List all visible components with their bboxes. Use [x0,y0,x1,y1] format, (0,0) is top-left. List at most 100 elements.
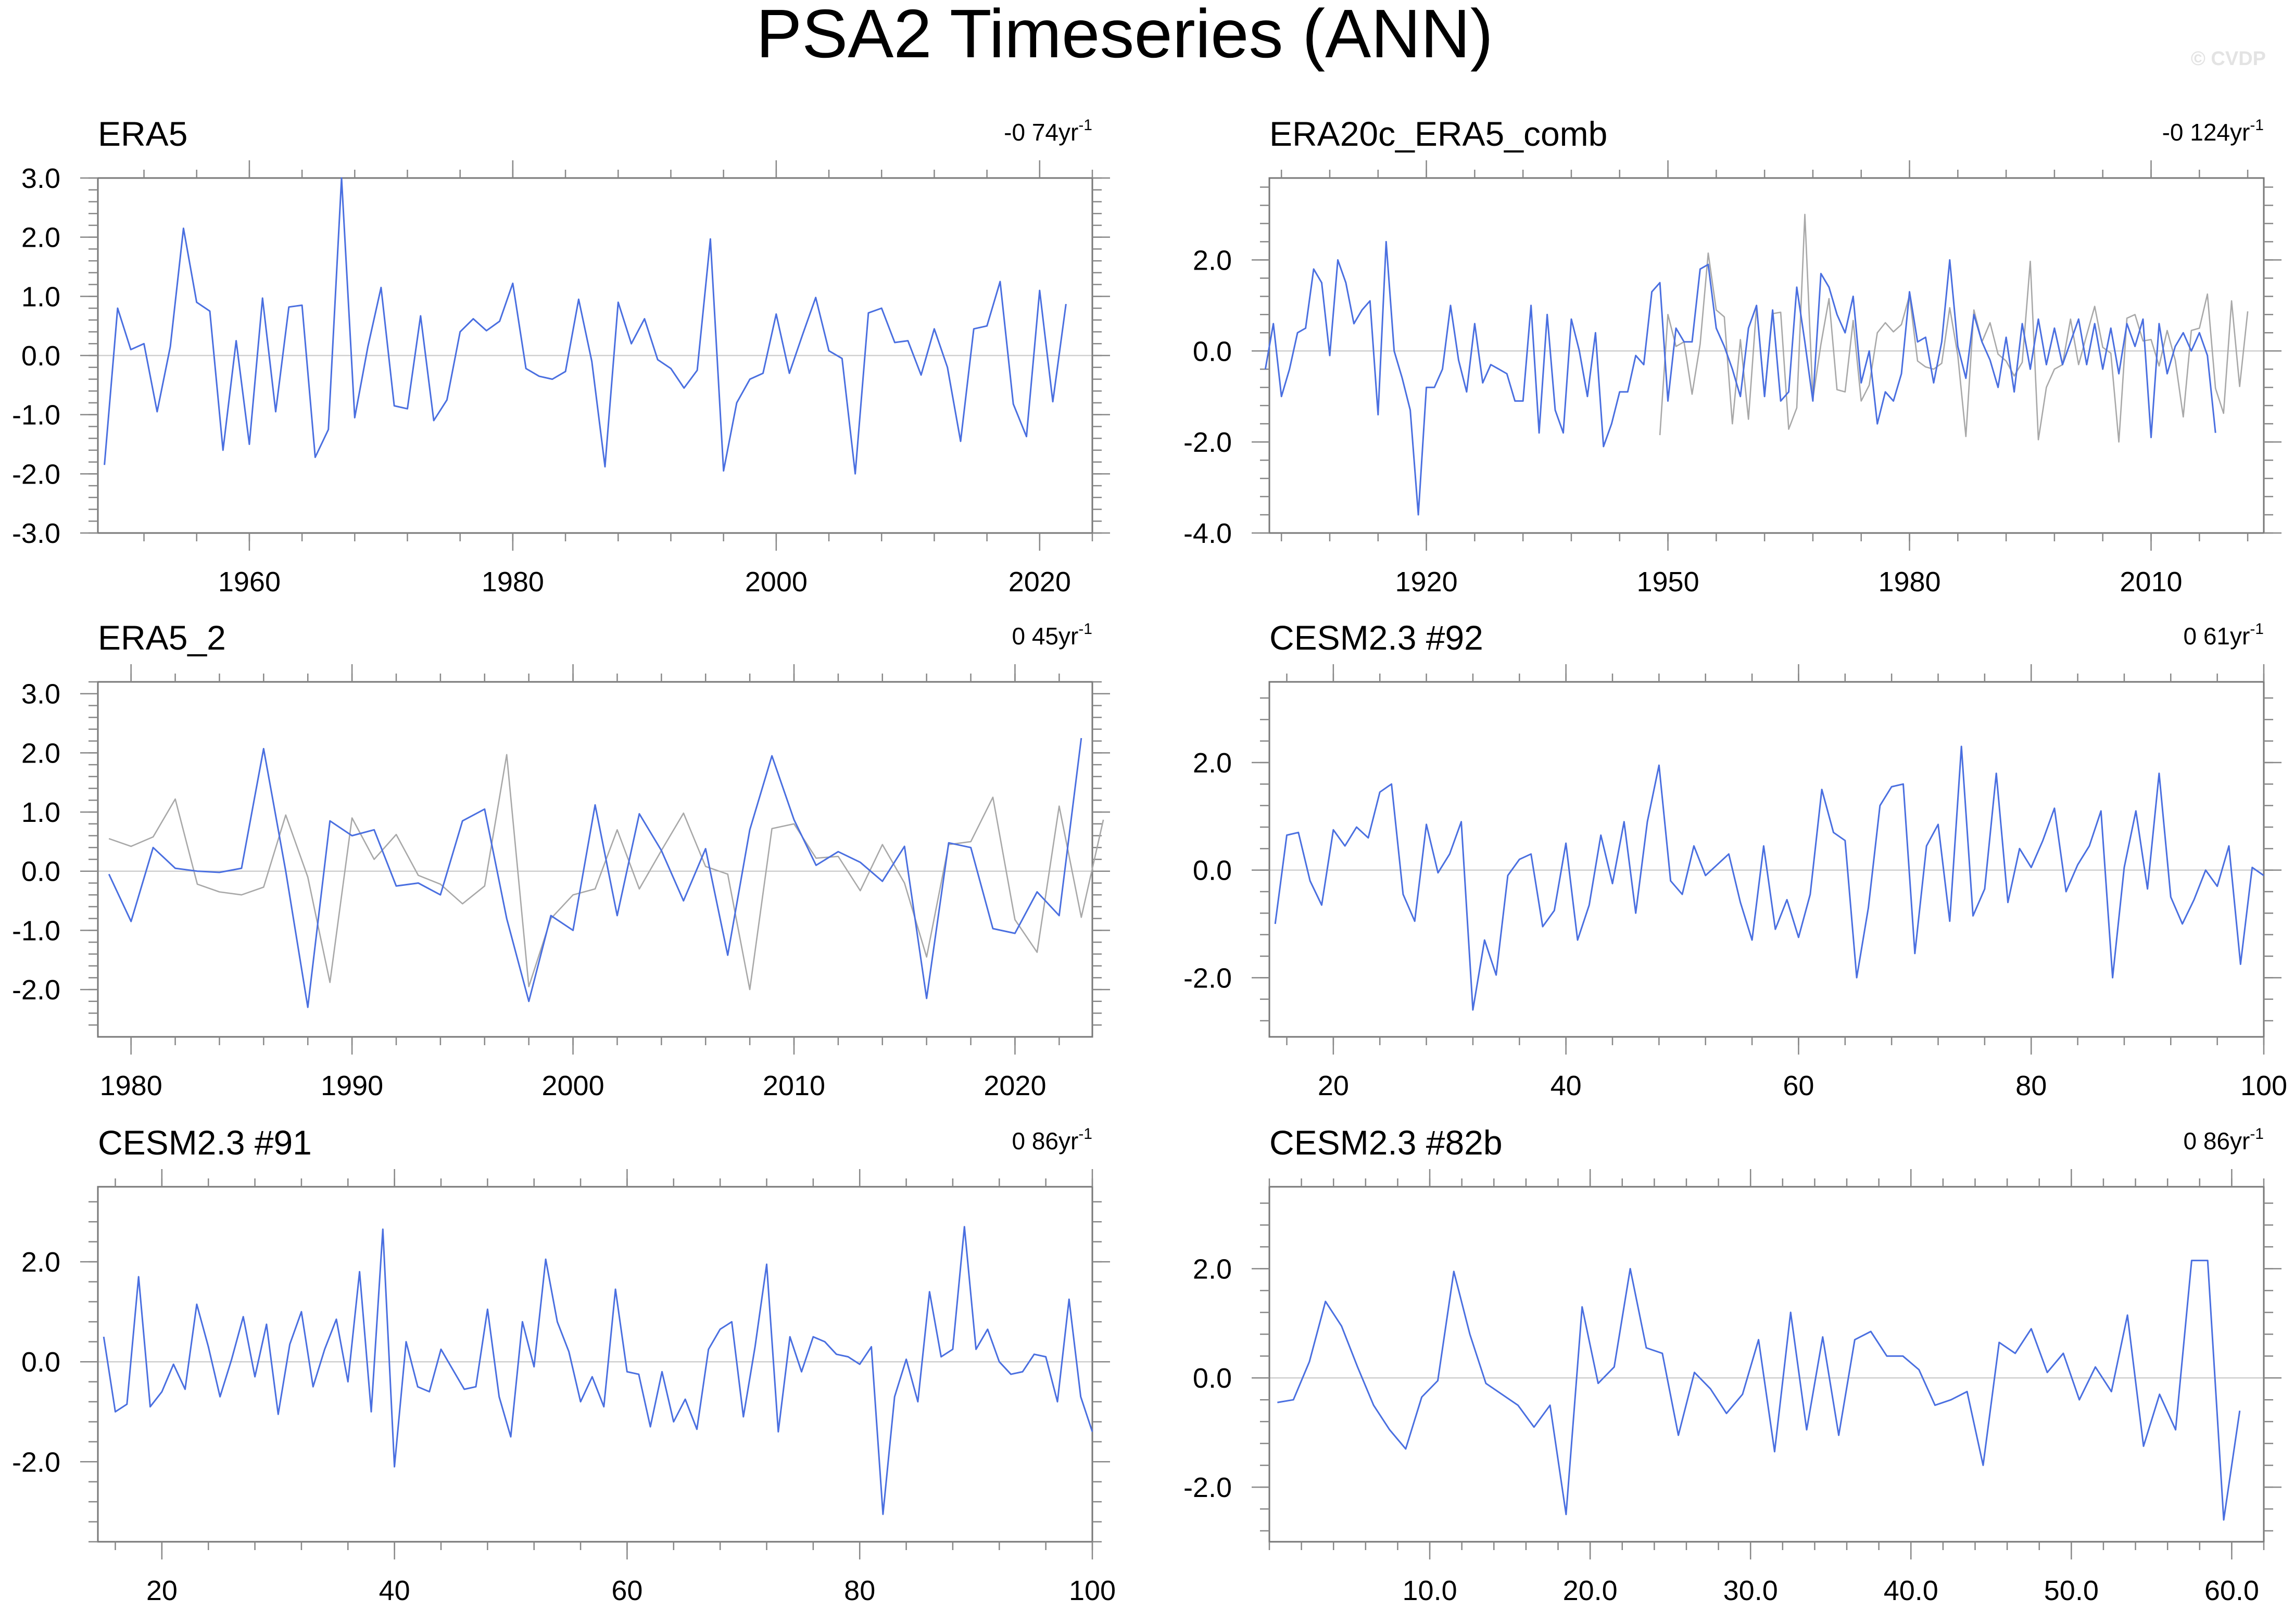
x-tick-label: 2020 [1009,566,1071,598]
trend-exponent: -1 [1078,620,1092,638]
x-tick-label: 1980 [1878,566,1940,598]
series-line-main [104,177,1067,475]
y-tick-label: 2.0 [21,1247,60,1278]
y-tick-label: 0.0 [21,856,60,887]
y-tick-label: -2.0 [12,459,60,490]
y-tick-label: 1.0 [21,797,60,828]
x-tick-label: 20.0 [1563,1575,1618,1606]
x-tick-label: 10.0 [1403,1575,1457,1606]
y-tick-label: -2.0 [1183,427,1232,458]
trend-label: -0 74yr-1 [1004,117,1092,146]
panel-title: CESM2.3 #92 [1269,618,1483,657]
y-tick-label: 2.0 [21,738,60,769]
plot-frame [97,681,1093,1038]
chart-panel-3: ERA5_2 0 45yr-1 -2.0 -1.0 0.0 1.0 2.0 3.0 1980 19… [12,618,1110,1101]
y-tick-label: 0.0 [21,1347,60,1378]
y-tick-label: -2.0 [12,974,60,1006]
x-tick-label: 40 [1551,1070,1582,1101]
x-tick-label: 40.0 [1884,1575,1938,1606]
trend-exponent: -1 [1078,117,1092,134]
y-tick-label: 2.0 [1193,1253,1232,1285]
x-tick-label: 2010 [763,1070,825,1101]
y-tick-label: -1.0 [12,915,60,946]
trend-value: 0 86yr [1012,1127,1078,1154]
y-tick-label: 0.0 [1193,1363,1232,1394]
y-tick-label: -2.0 [1183,962,1232,994]
x-tick-label: 1950 [1636,566,1699,598]
x-tick-label: 1980 [100,1070,162,1101]
x-tick-label: 2020 [984,1070,1046,1101]
chart-panel-2: ERA20c_ERA5_comb -0 124yr-1 -4.0 -2.0 0.0 2.0… [1183,115,2282,598]
plot-frame [1268,177,2265,534]
series-line-comparison [108,754,1104,991]
trend-value: -0 124yr [2162,119,2250,146]
y-tick-label: -2.0 [12,1447,60,1478]
y-tick-label: -3.0 [12,518,60,549]
x-tick-label: 1990 [321,1070,383,1101]
x-tick-label: 2010 [2120,566,2182,598]
plot-frame [97,1186,1093,1543]
trend-value: 0 45yr [1012,623,1078,650]
y-tick-label: 2.0 [1193,747,1232,779]
x-tick-label: 60 [611,1575,642,1606]
trend-value: -0 74yr [1004,119,1078,146]
plot-frame [1268,681,2265,1038]
y-tick-label: 0.0 [21,340,60,372]
x-tick-label: 1920 [1395,566,1458,598]
x-tick-label: 20 [146,1575,178,1606]
y-tick-label: -2.0 [1183,1472,1232,1503]
trend-label: 0 61yr-1 [2183,620,2264,650]
x-tick-label: 60 [1783,1070,1814,1101]
panel-title: CESM2.3 #82b [1269,1123,1503,1162]
trend-exponent: -1 [2250,117,2264,134]
trend-label: 0 86yr-1 [1012,1125,1092,1154]
chart-panel-6: CESM2.3 #82b 0 86yr-1 -2.0 0.0 2.0 10.0 20.0 30… [1183,1123,2282,1606]
y-tick-label: 0.0 [1193,855,1232,886]
trend-exponent: -1 [1078,1125,1092,1143]
trend-label: -0 124yr-1 [2162,117,2264,146]
x-tick-label: 1980 [482,566,544,598]
y-tick-label: 2.0 [1193,245,1232,276]
x-tick-label: 50.0 [2044,1575,2099,1606]
x-tick-label: 2000 [745,566,808,598]
trend-label: 0 45yr-1 [1012,620,1092,650]
x-tick-label: 80 [2015,1070,2047,1101]
series-line-main [1274,745,2264,1011]
y-tick-label: -4.0 [1183,518,1232,549]
trend-exponent: -1 [2250,620,2264,638]
panel-title: CESM2.3 #91 [98,1123,312,1162]
trend-value: 0 86yr [2183,1127,2250,1154]
y-tick-label: 0.0 [1193,336,1232,367]
x-tick-label: 1960 [218,566,281,598]
y-tick-label: 1.0 [21,281,60,312]
x-tick-label: 20 [1318,1070,1349,1101]
y-tick-label: 2.0 [21,222,60,253]
cvdp-credit: © CVDP [2191,48,2266,70]
x-tick-label: 2000 [541,1070,604,1101]
chart-panel-5: CESM2.3 #91 0 86yr-1 -2.0 0.0 2.0 20 40 60 80 100 [12,1123,1116,1606]
x-tick-label: 100 [2240,1070,2287,1101]
y-tick-label: 3.0 [21,163,60,194]
figure-title: PSA2 Timeseries (ANN) [756,0,1493,72]
y-tick-label: -1.0 [12,400,60,431]
panel-title: ERA5_2 [98,618,226,657]
chart-panel-1: ERA5 -0 74yr-1 -3.0 -2.0 -1.0 0.0 1.0 2.0 3.0 196… [12,115,1110,598]
chart-panel-4: CESM2.3 #92 0 61yr-1 -2.0 0.0 2.0 20 40 60 80 100 [1183,618,2287,1101]
panels-group: ERA5 -0 74yr-1-3.0-2.0-1.00.01.02.03.0196… [12,115,2287,1606]
x-tick-label: 30.0 [1723,1575,1778,1606]
trend-value: 0 61yr [2183,623,2250,650]
panel-title: ERA5 [98,115,187,153]
series-line-main [103,1226,1093,1515]
trend-label: 0 86yr-1 [2183,1125,2264,1154]
plot-frame [1268,1186,2265,1543]
series-line-main [1264,240,2216,516]
x-tick-label: 100 [1069,1575,1116,1606]
series-line-main [108,738,1082,1008]
y-tick-label: 3.0 [21,679,60,710]
x-tick-label: 40 [379,1575,410,1606]
trend-exponent: -1 [2250,1125,2264,1143]
series-line-main [1277,1260,2241,1521]
x-tick-label: 60.0 [2204,1575,2259,1606]
x-tick-label: 80 [844,1575,875,1606]
